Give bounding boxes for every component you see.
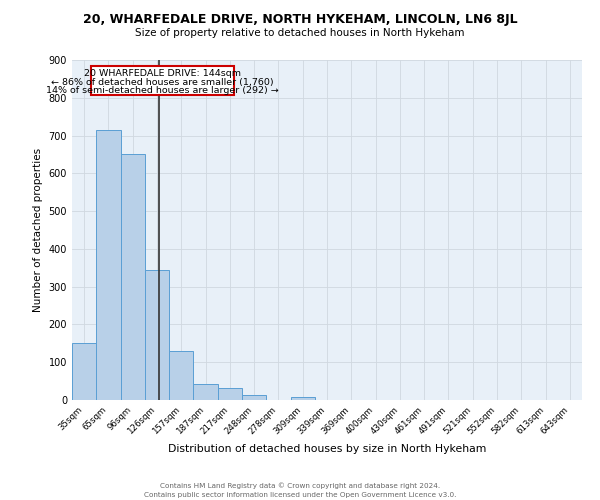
Bar — [169, 351, 193, 400]
Bar — [218, 388, 242, 400]
X-axis label: Distribution of detached houses by size in North Hykeham: Distribution of detached houses by size … — [168, 444, 486, 454]
Text: Contains public sector information licensed under the Open Government Licence v3: Contains public sector information licen… — [144, 492, 456, 498]
Y-axis label: Number of detached properties: Number of detached properties — [33, 148, 43, 312]
Text: 20, WHARFEDALE DRIVE, NORTH HYKEHAM, LINCOLN, LN6 8JL: 20, WHARFEDALE DRIVE, NORTH HYKEHAM, LIN… — [83, 12, 517, 26]
Text: ← 86% of detached houses are smaller (1,760): ← 86% of detached houses are smaller (1,… — [51, 78, 274, 87]
Bar — [145, 270, 169, 400]
Bar — [121, 154, 145, 400]
Bar — [72, 344, 96, 400]
Bar — [242, 396, 266, 400]
Bar — [96, 130, 121, 400]
Text: 14% of semi-detached houses are larger (292) →: 14% of semi-detached houses are larger (… — [46, 86, 279, 95]
Text: Contains HM Land Registry data © Crown copyright and database right 2024.: Contains HM Land Registry data © Crown c… — [160, 482, 440, 489]
Bar — [290, 397, 315, 400]
Text: Size of property relative to detached houses in North Hykeham: Size of property relative to detached ho… — [135, 28, 465, 38]
Bar — [91, 66, 234, 95]
Text: 20 WHARFEDALE DRIVE: 144sqm: 20 WHARFEDALE DRIVE: 144sqm — [84, 70, 241, 78]
Bar — [193, 384, 218, 400]
